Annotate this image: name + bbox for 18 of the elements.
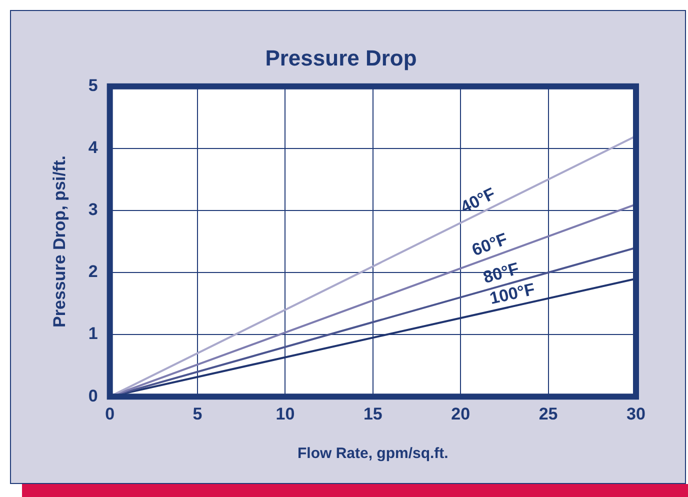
x-axis-title: Flow Rate, gpm/sq.ft. [298,445,448,462]
y-tick-label: 1 [88,324,98,344]
x-tick-label: 25 [538,404,558,424]
x-tick-label: 10 [276,404,295,424]
y-tick-label: 3 [88,200,98,220]
x-tick-label: 20 [451,404,470,424]
y-tick-label: 2 [88,262,98,282]
y-axis-title: Pressure Drop, psi/ft. [50,156,69,328]
x-tick-label: 15 [363,404,382,424]
x-tick-label: 30 [626,404,646,424]
y-tick-label: 5 [88,76,98,96]
x-tick-label: 5 [192,404,202,424]
y-tick-label: 4 [88,138,98,158]
x-tick-label: 0 [105,404,115,424]
text: 60°F [470,230,510,260]
text: 40°F [458,184,498,218]
chart-title: Pressure Drop [265,45,417,70]
y-tick-label: 0 [88,386,98,406]
